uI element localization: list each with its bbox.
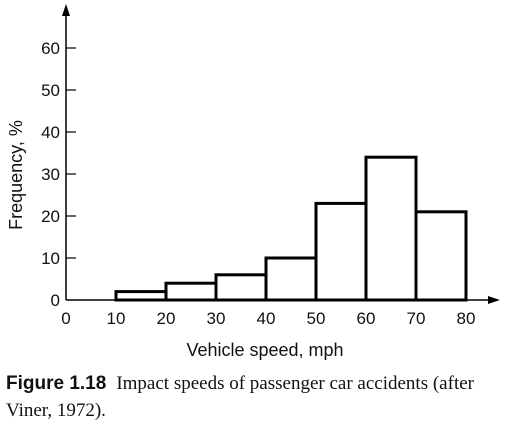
x-tick-label: 50	[307, 309, 326, 328]
y-ticks: 0 10 20 30 40 50 60	[41, 39, 76, 310]
y-tick-label: 50	[41, 81, 60, 100]
y-axis-arrowhead	[62, 4, 70, 16]
figure-caption-text: Impact speeds of passenger car accidents…	[6, 373, 474, 421]
y-tick-label: 40	[41, 123, 60, 142]
x-tick-label: 20	[157, 309, 176, 328]
y-tick-label: 20	[41, 207, 60, 226]
histogram-bar-30-40	[214, 273, 268, 302]
x-axis-title: Vehicle speed, mph	[186, 340, 343, 360]
x-tick-label: 10	[107, 309, 126, 328]
x-tick-label: 60	[357, 309, 376, 328]
y-tick-label: 0	[51, 291, 60, 310]
histogram-bar-70-80	[414, 210, 468, 302]
y-tick-label: 60	[41, 39, 60, 58]
y-axis-title: Frequency, %	[6, 120, 26, 230]
histogram-bar-40-50	[264, 256, 318, 302]
histogram-bar-20-30	[164, 281, 218, 302]
bars	[114, 155, 468, 302]
y-tick-label: 30	[41, 165, 60, 184]
x-tick-label: 0	[61, 309, 70, 328]
x-tick-label: 30	[207, 309, 226, 328]
y-tick-label: 10	[41, 249, 60, 268]
figure-caption-label: Figure 1.18	[6, 373, 107, 394]
x-tick-label: 70	[407, 309, 426, 328]
x-axis-arrowhead	[488, 296, 500, 304]
histogram-bar-50-60	[314, 201, 368, 302]
x-tick-label: 80	[457, 309, 476, 328]
histogram-chart: 0 10 20 30 40 50 60 0 10 20 30 40 50 60 70 80 Vehicle …	[6, 4, 500, 360]
figure-caption: Figure 1.18 Impact speeds of passenger ca…	[6, 370, 514, 424]
x-tick-label: 40	[257, 309, 276, 328]
histogram-bar-10-20	[114, 290, 168, 302]
x-ticks: 0 10 20 30 40 50 60 70 80	[61, 292, 475, 328]
histogram-bar-60-70	[364, 155, 418, 302]
